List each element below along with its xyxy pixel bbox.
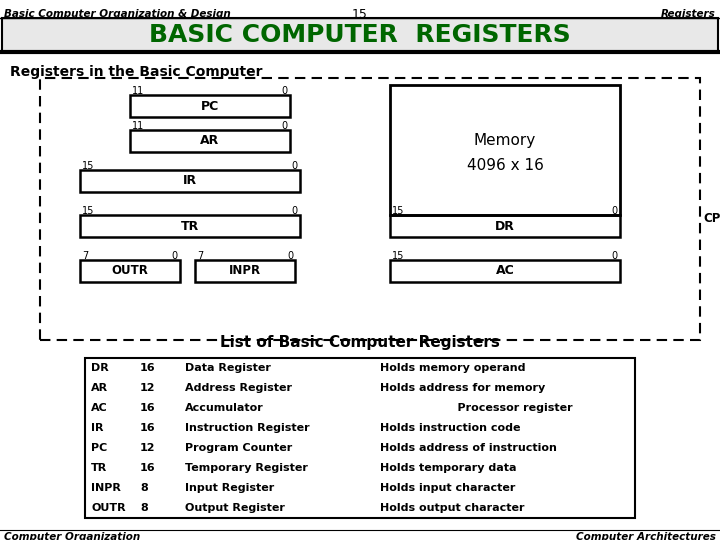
Text: AR: AR bbox=[91, 383, 108, 393]
Text: Program Counter: Program Counter bbox=[185, 443, 292, 453]
Text: Address Register: Address Register bbox=[185, 383, 292, 393]
Text: List of Basic Computer Registers: List of Basic Computer Registers bbox=[220, 335, 500, 350]
Text: 15: 15 bbox=[352, 8, 368, 21]
Text: 11: 11 bbox=[132, 121, 144, 131]
Text: 12: 12 bbox=[140, 443, 156, 453]
Text: TR: TR bbox=[91, 463, 107, 473]
Text: Computer Organization: Computer Organization bbox=[4, 532, 140, 540]
Text: 15: 15 bbox=[392, 251, 405, 261]
Text: 16: 16 bbox=[140, 423, 156, 433]
Text: Memory: Memory bbox=[474, 132, 536, 147]
Bar bbox=[195, 260, 295, 282]
Text: 0: 0 bbox=[612, 206, 618, 216]
Bar bbox=[80, 170, 300, 192]
Text: 0: 0 bbox=[282, 86, 288, 96]
Text: Accumulator: Accumulator bbox=[185, 403, 264, 413]
Text: INPR: INPR bbox=[91, 483, 121, 493]
Text: Computer Architectures: Computer Architectures bbox=[576, 532, 716, 540]
Text: 0: 0 bbox=[292, 161, 298, 171]
Text: Input Register: Input Register bbox=[185, 483, 274, 493]
Text: Processor register: Processor register bbox=[380, 403, 572, 413]
Text: 15: 15 bbox=[392, 206, 405, 216]
Text: OUTR: OUTR bbox=[91, 503, 125, 513]
Text: Holds input character: Holds input character bbox=[380, 483, 516, 493]
Text: 12: 12 bbox=[140, 383, 156, 393]
Text: 11: 11 bbox=[132, 86, 144, 96]
Text: 0: 0 bbox=[612, 251, 618, 261]
Text: Holds address for memory: Holds address for memory bbox=[380, 383, 545, 393]
Text: Data Register: Data Register bbox=[185, 363, 271, 373]
Text: TR: TR bbox=[181, 219, 199, 233]
Text: AR: AR bbox=[200, 134, 220, 147]
Text: Holds address of instruction: Holds address of instruction bbox=[380, 443, 557, 453]
Text: 0: 0 bbox=[282, 121, 288, 131]
Text: DR: DR bbox=[91, 363, 109, 373]
Text: 8: 8 bbox=[140, 503, 148, 513]
Text: BASIC COMPUTER  REGISTERS: BASIC COMPUTER REGISTERS bbox=[149, 23, 571, 47]
Bar bbox=[2, 18, 718, 52]
Text: Holds instruction code: Holds instruction code bbox=[380, 423, 521, 433]
Text: 16: 16 bbox=[140, 463, 156, 473]
Text: 7: 7 bbox=[82, 251, 89, 261]
Text: 0: 0 bbox=[172, 251, 178, 261]
Text: INPR: INPR bbox=[229, 265, 261, 278]
Text: 16: 16 bbox=[140, 363, 156, 373]
Text: Basic Computer Organization & Design: Basic Computer Organization & Design bbox=[4, 9, 230, 19]
Text: 7: 7 bbox=[197, 251, 203, 261]
Text: PC: PC bbox=[91, 443, 107, 453]
Text: OUTR: OUTR bbox=[112, 265, 148, 278]
Text: IR: IR bbox=[183, 174, 197, 187]
Bar bbox=[390, 215, 620, 237]
Text: Output Register: Output Register bbox=[185, 503, 285, 513]
Text: Holds temporary data: Holds temporary data bbox=[380, 463, 516, 473]
Bar bbox=[80, 215, 300, 237]
Text: 4096 x 16: 4096 x 16 bbox=[467, 158, 544, 172]
Text: DR: DR bbox=[495, 219, 515, 233]
Bar bbox=[80, 260, 180, 282]
Bar bbox=[40, 78, 700, 340]
Text: 15: 15 bbox=[82, 206, 94, 216]
Text: CPU: CPU bbox=[703, 212, 720, 225]
Text: 0: 0 bbox=[292, 206, 298, 216]
Text: IR: IR bbox=[91, 423, 104, 433]
Text: 0: 0 bbox=[287, 251, 293, 261]
Text: 8: 8 bbox=[140, 483, 148, 493]
Bar bbox=[130, 95, 290, 117]
Bar bbox=[130, 130, 290, 152]
Bar bbox=[390, 85, 620, 215]
Bar bbox=[390, 260, 620, 282]
Text: Registers in the Basic Computer: Registers in the Basic Computer bbox=[10, 65, 263, 79]
Text: 15: 15 bbox=[82, 161, 94, 171]
Text: AC: AC bbox=[495, 265, 514, 278]
Text: Holds memory operand: Holds memory operand bbox=[380, 363, 526, 373]
Text: Registers: Registers bbox=[661, 9, 716, 19]
Bar bbox=[85, 358, 635, 518]
Text: Instruction Register: Instruction Register bbox=[185, 423, 310, 433]
Text: AC: AC bbox=[91, 403, 108, 413]
Text: 16: 16 bbox=[140, 403, 156, 413]
Text: PC: PC bbox=[201, 99, 219, 112]
Text: Holds output character: Holds output character bbox=[380, 503, 524, 513]
Text: Temporary Register: Temporary Register bbox=[185, 463, 308, 473]
